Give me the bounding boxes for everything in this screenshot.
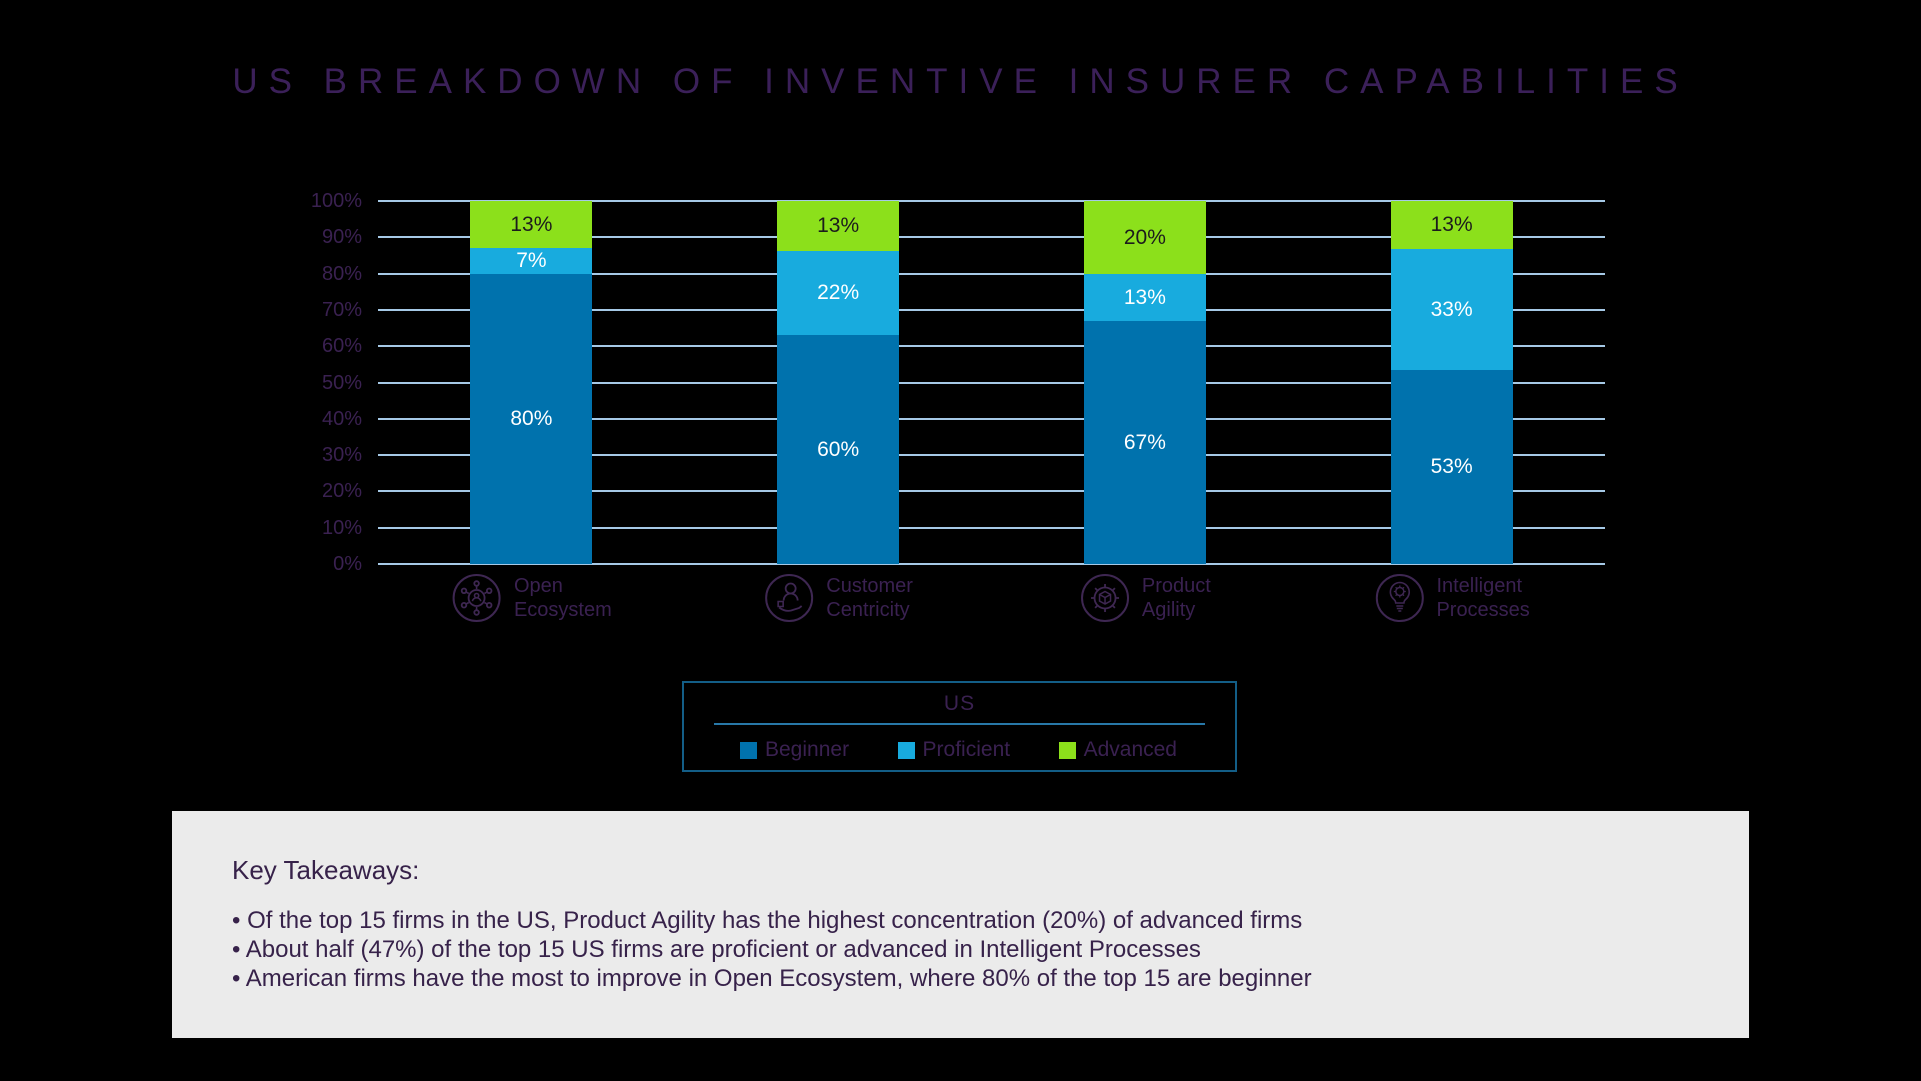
stacked-bar-product-agility: 20% 13% 67% — [1083, 201, 1206, 564]
bar-segment-beginner: 60% — [777, 334, 900, 564]
takeaways-heading: Key Takeaways: — [232, 855, 420, 885]
takeaway-bullet: • American firms have the most to improv… — [232, 965, 1312, 992]
bar-segment-proficient: 33% — [1390, 248, 1513, 370]
gridline — [378, 308, 1605, 311]
data-label: 60% — [817, 437, 860, 461]
bar-slot: 20% 13% 67% — [992, 201, 1299, 564]
legend-items: Beginner Proficient Advanced — [684, 725, 1235, 762]
data-label: 80% — [510, 407, 553, 431]
y-axis-tick-label: 80% — [321, 262, 362, 285]
gridline — [378, 200, 1605, 202]
legend-box: US Beginner Proficient Advanced — [682, 681, 1237, 772]
y-axis-tick-label: 10% — [321, 516, 362, 539]
gridline — [378, 417, 1605, 420]
data-label: 13% — [817, 214, 860, 238]
bar-segment-advanced: 13% — [1390, 201, 1513, 249]
bar-segment-advanced: 13% — [470, 201, 593, 249]
gridline — [378, 272, 1605, 275]
category-customer-centricity: Customer Centricity — [763, 572, 913, 624]
plot-area: 13% 7% 80% 13% 22% 60% 20% 13% 67% 13% 33% 53% — [378, 200, 1605, 565]
category-label: Customer Centricity — [826, 575, 913, 621]
bar-segment-proficient: 13% — [1083, 273, 1206, 321]
takeaways-panel: Key Takeaways: • Of the top 15 firms in … — [172, 811, 1749, 1038]
lightbulb-gear-icon — [1375, 574, 1424, 622]
legend-item-proficient: Proficient — [897, 738, 1011, 762]
network-people-icon — [452, 574, 501, 622]
y-axis-tick-label: 40% — [321, 407, 362, 430]
legend-item-beginner: Beginner — [740, 738, 849, 762]
gridline — [378, 490, 1605, 493]
gridline — [378, 526, 1605, 529]
bar-slot: 13% 7% 80% — [378, 201, 685, 564]
legend-title: US — [943, 692, 976, 715]
category-label: Intelligent Processes — [1436, 575, 1530, 621]
takeaway-bullet: • About half (47%) of the top 15 US firm… — [232, 936, 1201, 963]
data-label: 13% — [1123, 285, 1166, 309]
category-intelligent-processes: Intelligent Processes — [1373, 572, 1530, 624]
data-label: 13% — [1430, 213, 1473, 237]
category-open-ecosystem: Open Ecosystem — [451, 572, 612, 624]
bar-slot: 13% 22% 60% — [685, 201, 992, 564]
gridline — [378, 381, 1605, 384]
stacked-bar-customer-centricity: 13% 22% 60% — [777, 201, 900, 564]
stacked-bar-intelligent-processes: 13% 33% 53% — [1390, 201, 1513, 564]
bar-segment-beginner: 80% — [470, 273, 593, 564]
gridline — [378, 345, 1605, 348]
legend-label: Advanced — [1083, 738, 1177, 761]
takeaways-bullets: • Of the top 15 firms in the US, Product… — [232, 906, 1709, 993]
chart-title: US BREAKDOWN OF INVENTIVE INSURER CAPABI… — [232, 62, 1689, 101]
legend-label: Beginner — [765, 738, 850, 761]
data-label: 22% — [817, 281, 860, 305]
y-axis-tick-label: 70% — [321, 298, 362, 321]
legend-item-advanced: Advanced — [1058, 738, 1177, 762]
legend-divider — [714, 723, 1205, 725]
category-label: Open Ecosystem — [513, 575, 612, 621]
legend-label: Proficient — [922, 738, 1011, 761]
bar-segment-proficient: 7% — [470, 248, 593, 274]
customer-care-icon — [765, 574, 814, 622]
gridline — [378, 454, 1605, 457]
data-label: 53% — [1430, 455, 1473, 479]
category-product-agility: Product Agility — [1079, 572, 1211, 624]
gridline — [378, 563, 1605, 565]
y-axis-tick-label: 20% — [321, 480, 362, 503]
category-label: Product Agility — [1141, 575, 1211, 621]
gridline — [378, 236, 1605, 239]
bar-segment-proficient: 22% — [777, 250, 900, 335]
bar-segment-beginner: 53% — [1390, 369, 1513, 564]
y-axis-tick-label: 90% — [321, 226, 362, 249]
bar-segment-beginner: 67% — [1083, 320, 1206, 564]
legend-swatch — [740, 741, 757, 759]
y-axis-tick-label: 0% — [333, 553, 362, 575]
y-axis-tick-label: 60% — [321, 335, 362, 358]
y-axis: 100% 90% 80% 70% 60% 50% 40% 30% 20% 10% 0% — [230, 190, 370, 575]
bar-segment-advanced: 20% — [1083, 201, 1206, 274]
legend-swatch — [897, 741, 915, 759]
stacked-bar-open-ecosystem: 13% 7% 80% — [470, 201, 593, 564]
data-label: 67% — [1123, 430, 1166, 454]
takeaway-bullet: • Of the top 15 firms in the US, Product… — [232, 907, 1303, 934]
y-axis-tick-label: 30% — [321, 444, 362, 467]
legend-swatch — [1058, 741, 1076, 759]
y-axis-tick-label: 100% — [310, 190, 362, 212]
data-label: 20% — [1123, 225, 1166, 249]
data-label: 33% — [1430, 297, 1473, 321]
gear-cube-icon — [1080, 574, 1129, 622]
y-axis-tick-label: 50% — [321, 371, 362, 394]
bar-segment-advanced: 13% — [777, 201, 900, 251]
category-axis: Open Ecosystem Customer Centricity Product Ag… — [378, 572, 1605, 652]
data-label: 7% — [516, 249, 547, 273]
data-label: 13% — [510, 213, 553, 237]
bar-slot: 13% 33% 53% — [1298, 201, 1605, 564]
